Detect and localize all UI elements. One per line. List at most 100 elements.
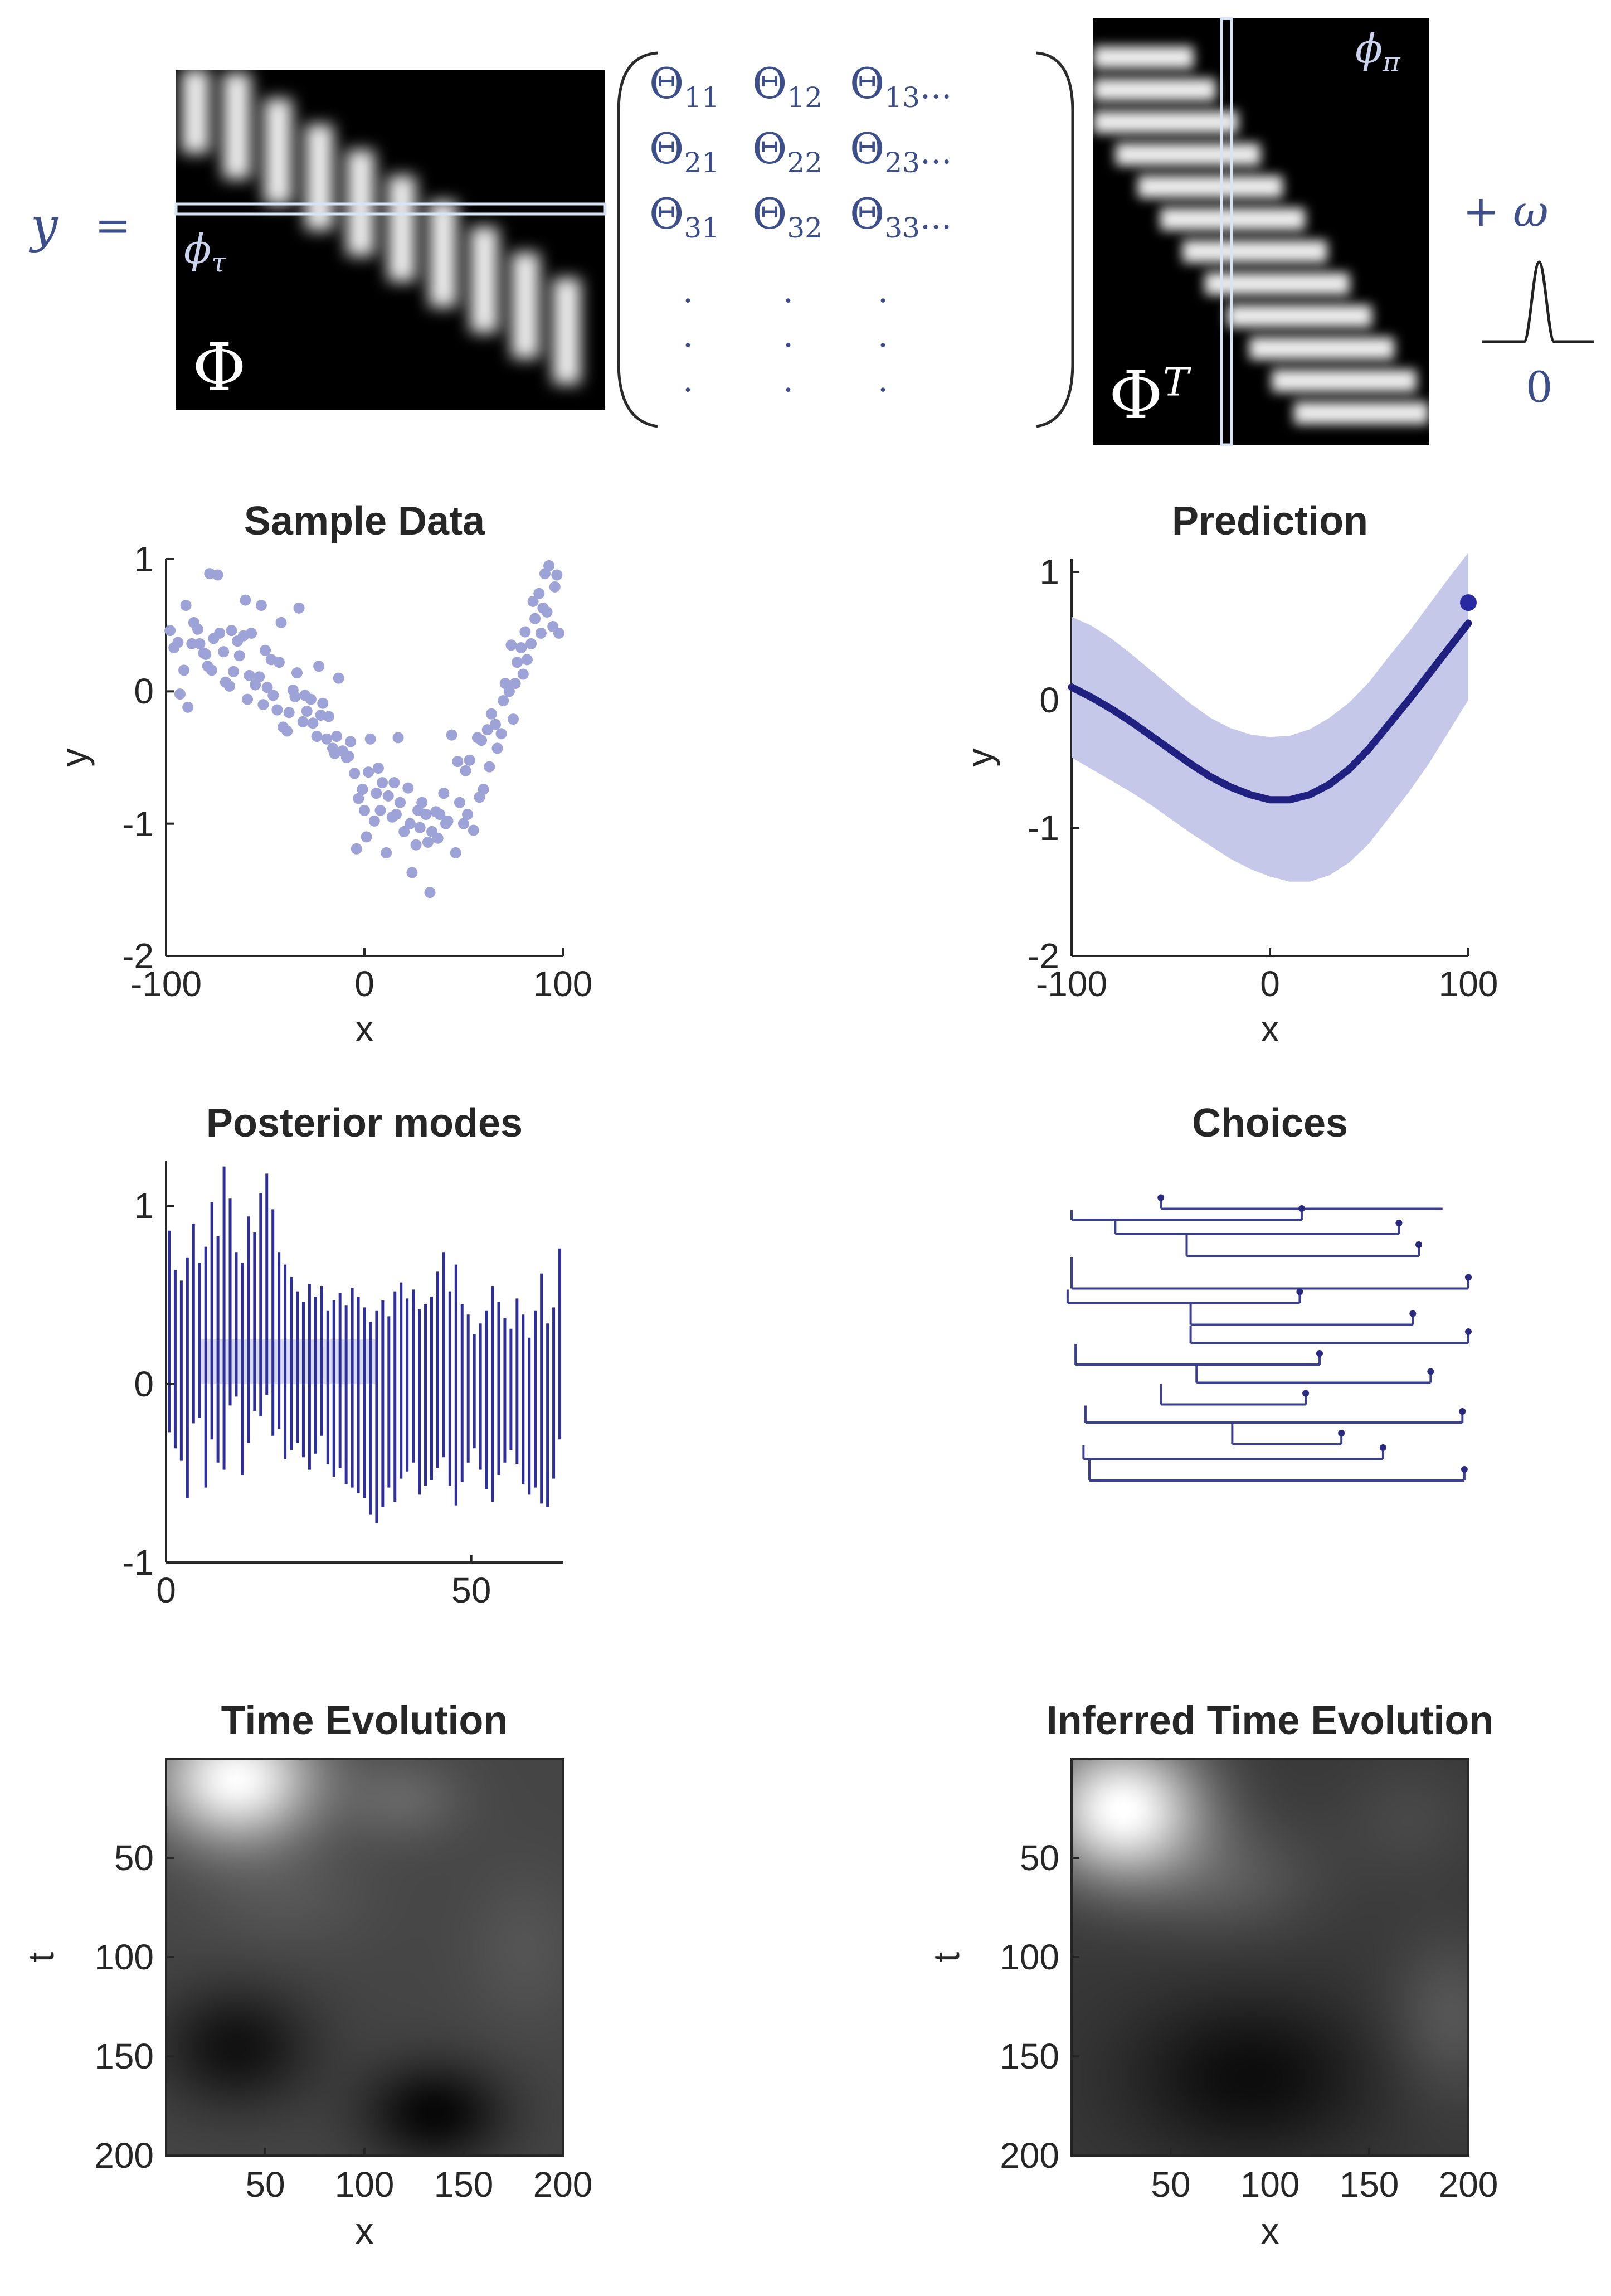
phi-matrix-image — [174, 70, 607, 410]
data-point — [535, 627, 547, 639]
data-point — [254, 671, 265, 683]
y-axis-label: y — [959, 748, 1000, 767]
theta-cell-32: Θ32 — [752, 189, 822, 244]
data-point — [395, 797, 406, 808]
choice-point — [1415, 1241, 1422, 1248]
prediction-chart — [1068, 552, 1477, 957]
y-tick-label: 200 — [1000, 2135, 1059, 2176]
choice-point — [1157, 1194, 1165, 1201]
data-point — [414, 822, 426, 833]
phi-t-band — [1116, 143, 1260, 166]
data-point — [275, 617, 287, 628]
data-point — [228, 666, 240, 677]
posterior-modes-chart — [165, 1161, 563, 1564]
theta-cell-21: Θ21 — [649, 124, 719, 179]
y-tick-label: 150 — [94, 2036, 154, 2076]
data-point — [508, 713, 519, 725]
data-point — [361, 831, 372, 843]
data-point — [223, 680, 235, 692]
choice-point — [1302, 1390, 1310, 1397]
phi-band — [305, 124, 333, 230]
data-point — [476, 735, 488, 746]
data-point — [359, 804, 370, 816]
noise-zero-label: 0 — [1526, 362, 1553, 412]
choice-point — [1461, 1466, 1468, 1473]
x-tick-label: 200 — [533, 2164, 593, 2205]
phi-band — [182, 70, 210, 153]
data-point — [283, 707, 295, 719]
data-point — [368, 815, 380, 827]
y-tick-label: 1 — [134, 1186, 154, 1226]
data-point — [206, 664, 217, 676]
y-axis-label: t — [20, 1952, 61, 1963]
choice-point — [1465, 1274, 1472, 1281]
data-point — [377, 777, 388, 789]
data-point — [503, 686, 515, 697]
data-point — [460, 765, 471, 776]
x-axis-label: x — [1260, 1008, 1279, 1049]
data-point — [491, 742, 503, 754]
data-point — [357, 783, 368, 795]
data-point — [273, 657, 285, 668]
theta-subscript: 33 — [884, 212, 920, 245]
data-point — [267, 690, 279, 701]
theta-vdot: · — [683, 326, 694, 365]
data-point — [241, 693, 253, 705]
theta-subscript: 32 — [787, 212, 822, 245]
y-tick-label: 0 — [134, 671, 154, 712]
data-point — [363, 766, 374, 778]
data-point — [331, 731, 343, 742]
y-tick-label: -1 — [122, 1542, 154, 1583]
data-point — [458, 818, 469, 829]
data-point — [257, 699, 269, 711]
data-point — [289, 691, 301, 702]
theta-cell-22: Θ22 — [752, 124, 822, 179]
data-point — [226, 625, 237, 637]
phi-matrix-label: Φ — [192, 329, 246, 406]
data-point — [180, 600, 192, 611]
choice-point — [1465, 1328, 1472, 1335]
data-point — [521, 654, 533, 666]
data-point — [371, 788, 382, 799]
data-point — [212, 569, 223, 581]
chart-title: Inferred Time Evolution — [1046, 1698, 1494, 1743]
data-point — [261, 682, 273, 693]
data-point — [390, 809, 402, 821]
y-tick-label: 100 — [1000, 1937, 1059, 1977]
data-point — [434, 809, 446, 821]
data-point — [372, 762, 384, 774]
x-tick-label: 50 — [1151, 2164, 1191, 2205]
data-point — [291, 667, 303, 679]
choice-point — [1409, 1310, 1417, 1317]
data-point — [244, 669, 255, 681]
theta-vdot: · — [683, 281, 694, 321]
x-tick-label: 150 — [434, 2164, 494, 2205]
data-point — [422, 836, 434, 848]
heatmap-image — [1072, 1759, 1468, 2156]
phi-pi-column-highlight — [1220, 17, 1233, 446]
y-tick-label: -2 — [122, 936, 154, 976]
theta-subscript: 12 — [787, 81, 822, 114]
data-point — [255, 600, 267, 611]
phi-tau-label: ϕτ — [184, 226, 226, 278]
data-point — [450, 847, 461, 858]
theta-vdot: · — [878, 371, 889, 410]
data-point — [406, 867, 418, 878]
data-point — [260, 644, 271, 656]
theta-vdot: · — [878, 326, 889, 365]
data-point — [484, 761, 495, 773]
data-point — [404, 818, 416, 829]
data-point — [392, 732, 404, 744]
phi-band — [512, 253, 539, 358]
phi-t-band — [1093, 79, 1216, 101]
data-point — [541, 606, 553, 618]
data-point — [551, 569, 563, 581]
x-axis-label: x — [1260, 2210, 1279, 2251]
chart-title: Choices — [1191, 1101, 1349, 1145]
theta-ellipsis: ... — [919, 67, 952, 106]
data-point — [446, 729, 457, 741]
data-point — [313, 661, 325, 672]
data-point — [468, 824, 479, 836]
data-point — [345, 736, 357, 747]
